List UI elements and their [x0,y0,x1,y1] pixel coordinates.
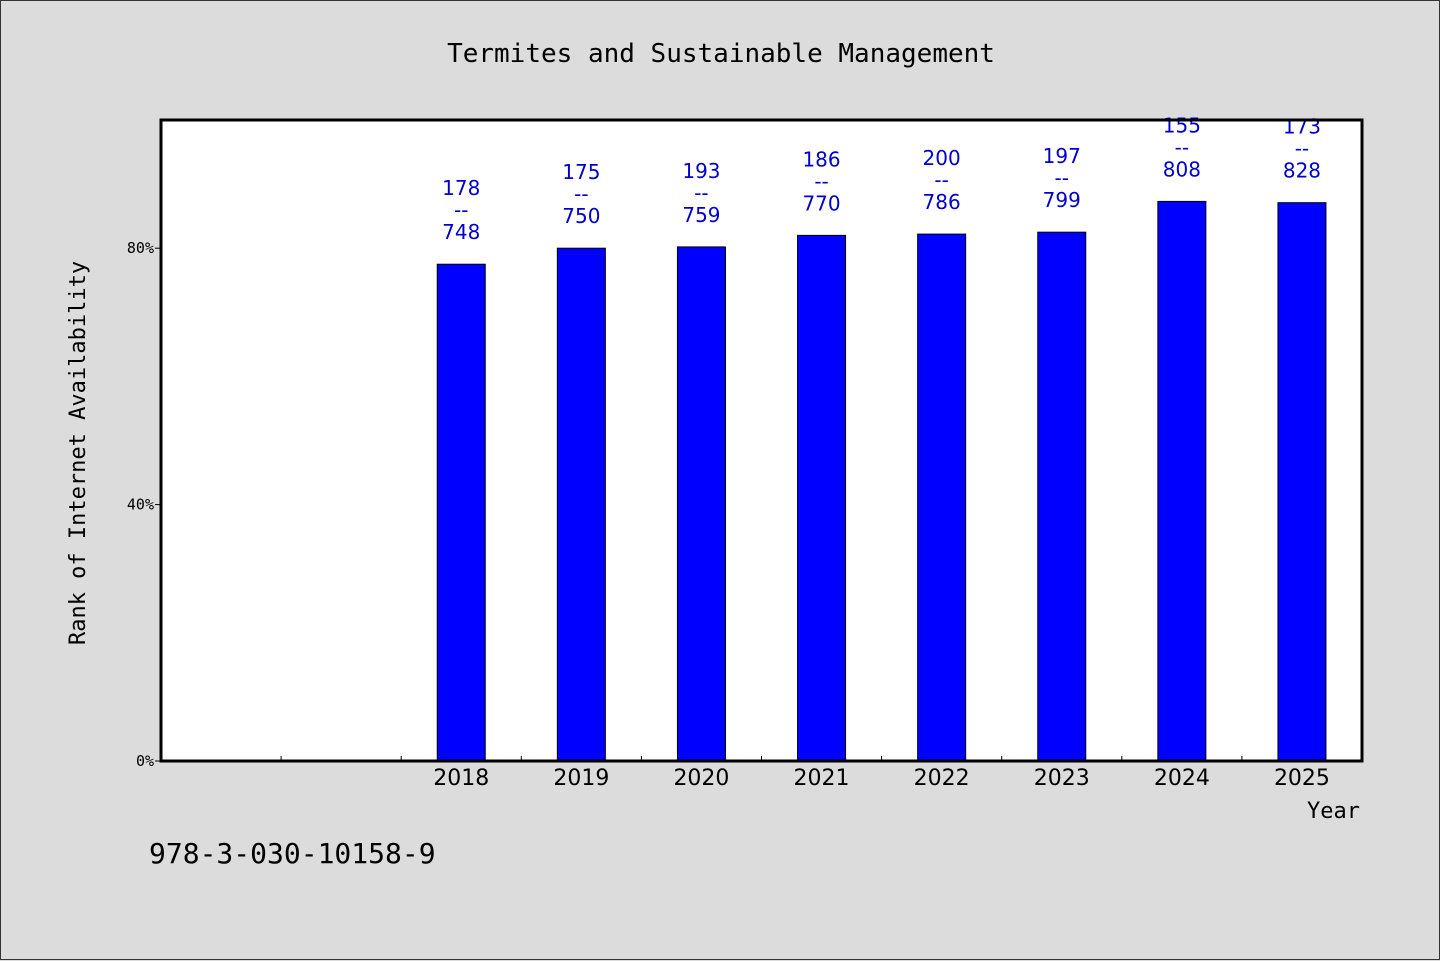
data-label-line: 828 [1283,159,1321,183]
data-label-2018: 178 --748 [442,176,480,244]
y-tick-label: 40% [127,496,154,514]
data-label-2021: 186 --770 [802,147,840,215]
y-tick-label: 80% [127,239,154,257]
data-label-line: -- [574,182,588,206]
data-label-2020: 193 --759 [682,159,720,227]
x-axis-label: Year [1307,799,1360,824]
data-label-line: 750 [562,204,600,228]
x-tick-label-2025: 2025 [1274,766,1330,791]
data-label-line: 759 [682,203,720,227]
data-label-line: 173 [1283,115,1321,139]
bar-2021 [797,234,847,762]
data-label-line: -- [694,181,708,205]
data-label-line: 175 [562,160,600,184]
data-label-line: -- [454,198,468,222]
y-axis: 0% 40% 80% [127,239,161,770]
data-label-line: 808 [1163,157,1201,181]
data-label-line: -- [934,168,948,192]
bar-2025 [1277,202,1327,762]
data-label-line: 770 [802,191,840,215]
data-label-line: 197 [1043,144,1081,168]
data-label-2019: 175 --750 [562,160,600,228]
bar-2018 [436,263,486,762]
bar-2024 [1157,200,1207,762]
x-tick-label-2019: 2019 [553,766,609,791]
data-label-line: -- [1175,135,1189,159]
y-tick-label: 0% [136,752,154,770]
bars-group [436,200,1327,762]
x-tick-label-2022: 2022 [914,766,970,791]
bar-2022 [917,233,967,762]
data-label-line: 786 [923,190,961,214]
bar-2023 [1037,231,1087,762]
data-label-2022: 200 --786 [923,146,961,214]
data-label-2024: 155 --808 [1163,113,1201,181]
y-axis-label: Rank of Internet Availability [66,261,91,645]
chart-title: Termites and Sustainable Management [447,39,995,69]
x-tick-label-2023: 2023 [1034,766,1090,791]
data-label-line: 155 [1163,113,1201,137]
bar-2019 [556,247,606,762]
x-tick-label-2021: 2021 [794,766,850,791]
x-tick-label-2024: 2024 [1154,766,1210,791]
data-label-2023: 197 --799 [1043,144,1081,212]
data-label-line: 178 [442,176,480,200]
x-axis: 2018 2019 2020 2021 2022 2023 2024 2025 [280,756,1330,791]
data-label-line: 748 [442,220,480,244]
data-label-line: -- [814,169,828,193]
x-tick-label-2020: 2020 [673,766,729,791]
data-label-line: -- [1055,166,1069,190]
data-label-line: 799 [1043,188,1081,212]
data-label-line: 200 [923,146,961,170]
data-label-line: 186 [802,147,840,171]
isbn-footnote: 978-3-030-10158-9 [149,837,436,870]
data-label-line: -- [1295,137,1309,161]
x-tick-label-2018: 2018 [433,766,489,791]
data-label-line: 193 [682,159,720,183]
bar-2020 [676,246,726,762]
